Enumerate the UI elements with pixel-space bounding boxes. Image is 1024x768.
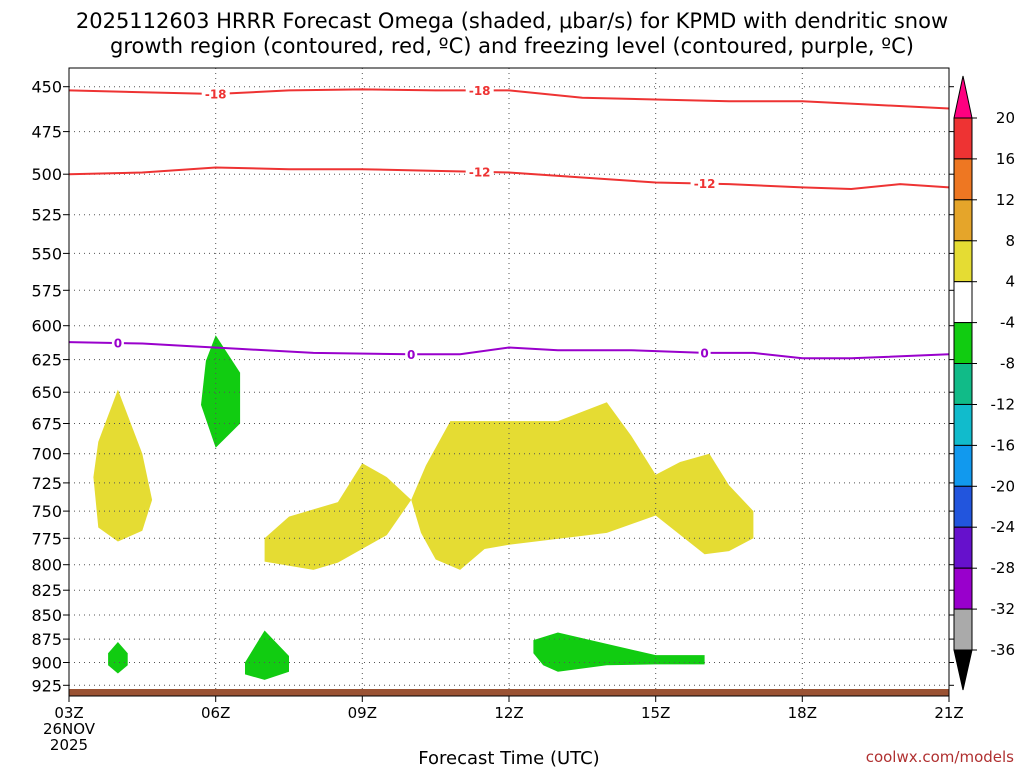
- y-tick-label: 550: [31, 244, 62, 263]
- x-tick-label: 12Z: [494, 704, 523, 722]
- x-tick-label: 15Z: [641, 704, 670, 722]
- contour-label-bg: [465, 83, 494, 98]
- omega-region-2: [411, 402, 754, 570]
- x-tick-label: 18Z: [788, 704, 817, 722]
- y-tick-label: 525: [31, 206, 62, 225]
- contour-label: -12: [469, 165, 491, 179]
- colorbar-swatch: [953, 444, 973, 487]
- colorbar-label: -16: [991, 436, 1016, 454]
- y-tick-label: 675: [31, 415, 62, 434]
- y-tick-label: 500: [31, 165, 62, 184]
- colorbar-swatch: [953, 608, 973, 651]
- y-axis: 450 475 500 525 550 575 600 625 650 675 700 725 750 7…: [31, 78, 954, 695]
- chart-title-line-1: 2025112603 HRRR Forecast Omega (shaded, …: [76, 9, 948, 33]
- colorbar-label: 4: [1005, 273, 1015, 291]
- colorbar-label: 20: [996, 109, 1015, 127]
- y-tick-label: 775: [31, 529, 62, 548]
- colorbar-bottom-arrow: [953, 649, 973, 691]
- contour-label: 0: [114, 337, 122, 351]
- plot-frame: [68, 67, 950, 697]
- y-tick-label: 650: [31, 383, 62, 402]
- contour-line-2: [68, 341, 950, 360]
- colorbar-label: -20: [991, 477, 1016, 495]
- credit-link[interactable]: coolwx.com/models: [866, 748, 1014, 766]
- chart-title-line-2: growth region (contoured, red, ºC) and f…: [110, 34, 914, 58]
- contour-label-bg: [405, 347, 418, 362]
- y-tick-label: 900: [31, 654, 62, 673]
- contours: -18 -18 -12 -12 0 0 0: [68, 83, 950, 362]
- colorbar-swatch: [953, 240, 973, 283]
- omega-region-5: [245, 630, 289, 680]
- colorbar-label: -28: [991, 559, 1016, 577]
- grid: [69, 68, 949, 696]
- colorbar-swatch: [953, 158, 973, 201]
- colorbar-label: -8: [1000, 355, 1015, 373]
- x-tick-sublabel: 2025: [50, 736, 88, 754]
- contour-label-bg: [690, 176, 719, 191]
- x-tick-label: 09Z: [348, 704, 377, 722]
- contour-label: -18: [205, 88, 227, 102]
- y-tick-label: 700: [31, 445, 62, 464]
- x-tick-label: 03Z: [54, 704, 83, 722]
- colorbar-top-arrow: [953, 75, 973, 119]
- y-tick-label: 850: [31, 606, 62, 625]
- y-tick-label: 450: [31, 78, 62, 97]
- x-axis-label: Forecast Time (UTC): [418, 748, 599, 768]
- omega-region-0: [93, 389, 153, 542]
- colorbar-label: -32: [991, 600, 1016, 618]
- colorbar-label: -12: [991, 396, 1016, 414]
- colorbar-swatch: [953, 363, 973, 405]
- x-tick-label: 21Z: [934, 704, 963, 722]
- x-tick-sublabel: 26NOV: [43, 720, 96, 738]
- y-tick-label: 600: [31, 317, 62, 336]
- ground-surface: [69, 689, 949, 696]
- colorbar-swatch: [953, 567, 973, 610]
- colorbar-label: -24: [991, 518, 1016, 536]
- colorbar-swatch: [953, 281, 973, 324]
- y-tick-label: 625: [31, 351, 62, 370]
- contour-label: -12: [694, 177, 716, 191]
- contour-label: 0: [700, 346, 708, 360]
- colorbar-swatch: [953, 199, 973, 242]
- colorbar-label: 12: [996, 191, 1015, 209]
- colorbar-swatch: [953, 117, 973, 160]
- omega-shading: [93, 335, 754, 680]
- y-tick-label: 825: [31, 581, 62, 600]
- colorbar: 20 16 12 8 4 -4 -8 -12 -16 -20 -24 -28 -32 -36: [953, 75, 1016, 691]
- colorbar-swatch: [953, 322, 973, 365]
- omega-region-3: [201, 335, 241, 448]
- y-tick-label: 925: [31, 676, 62, 695]
- x-tick-label: 06Z: [201, 704, 230, 722]
- contour-label-bg: [111, 336, 124, 350]
- colorbar-swatch: [953, 485, 973, 528]
- contour-label-bg: [698, 345, 711, 360]
- colorbar-label: 8: [1005, 232, 1015, 250]
- colorbar-label: -36: [991, 641, 1016, 659]
- contour-label: -18: [469, 84, 491, 98]
- y-tick-label: 725: [31, 474, 62, 493]
- y-tick-label: 800: [31, 556, 62, 575]
- contour-line-1: [68, 166, 950, 191]
- omega-region-1: [264, 463, 412, 570]
- contour-label-bg: [201, 87, 230, 101]
- colorbar-label: -4: [1000, 314, 1015, 332]
- omega-region-4: [108, 642, 128, 674]
- omega-region-6: [533, 632, 705, 672]
- y-tick-label: 575: [31, 281, 62, 300]
- y-tick-label: 875: [31, 630, 62, 649]
- colorbar-label: 16: [996, 150, 1015, 168]
- contour-label-bg: [465, 164, 494, 179]
- colorbar-swatch: [953, 404, 973, 446]
- contour-label: 0: [407, 348, 415, 362]
- y-tick-label: 475: [31, 123, 62, 142]
- y-tick-label: 750: [31, 502, 62, 521]
- colorbar-swatch: [953, 526, 973, 569]
